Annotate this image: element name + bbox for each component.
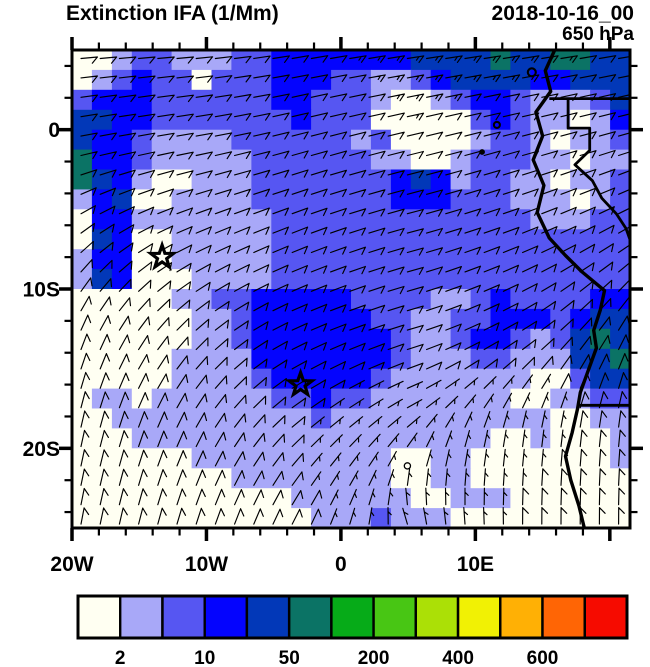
y-axis-tick-label: 0 — [48, 119, 60, 142]
wind-barb-layer — [80, 55, 630, 525]
plot-title: Extinction IFA (1/Mm) — [66, 2, 279, 25]
coastline-borders-layer — [479, 50, 630, 528]
colorbar-tick-label: 400 — [442, 648, 474, 667]
x-axis-tick-label: 0 — [335, 553, 347, 576]
coastline — [531, 50, 607, 528]
colorbar-cell — [118, 594, 164, 640]
colorbar-cell — [414, 594, 460, 640]
colorbar-cell — [288, 594, 333, 640]
y-axis-tick-label: 20S — [23, 438, 60, 461]
colorbar-tick-label: 2 — [115, 648, 126, 667]
colorbar-cell — [161, 594, 206, 640]
colorbar-cell — [203, 594, 249, 640]
x-axis-tick-label: 20W — [50, 553, 93, 576]
colorbar-tick-label: 50 — [279, 648, 300, 667]
location-star-markers — [146, 240, 317, 399]
colorbar-cell — [583, 594, 629, 640]
colorbar-cell — [372, 594, 418, 640]
colorbar — [76, 594, 629, 640]
colorbar-labels: 2 10 50 200 400 600 — [115, 648, 558, 667]
colorbar-cell — [330, 594, 375, 640]
colorbar-cell — [245, 594, 291, 640]
star-marker — [284, 367, 317, 399]
axis-labels: 20W 10W 0 10E 0 10S 20S — [23, 119, 494, 576]
pressure-level: 650 hPa — [562, 24, 634, 45]
colorbar-cell — [456, 594, 502, 640]
y-axis-tick-label: 10S — [23, 279, 60, 302]
colorbar-tick-label: 200 — [358, 648, 390, 667]
colorbar-tick-label: 600 — [527, 648, 559, 667]
country-border — [566, 98, 630, 241]
star-marker — [146, 240, 179, 271]
x-axis-tick-label: 10W — [185, 553, 228, 576]
island-marker — [492, 120, 501, 129]
colorbar-cell — [76, 594, 122, 640]
axis-ticks — [59, 37, 643, 541]
colorbar-tick-label: 10 — [194, 648, 215, 667]
colorbar-cell — [541, 594, 586, 640]
extinction-fill-layer — [72, 50, 630, 528]
x-axis-tick-label: 10E — [457, 553, 494, 576]
valid-time: 2018-10-16_00 — [491, 2, 634, 25]
colorbar-cell — [499, 594, 544, 640]
